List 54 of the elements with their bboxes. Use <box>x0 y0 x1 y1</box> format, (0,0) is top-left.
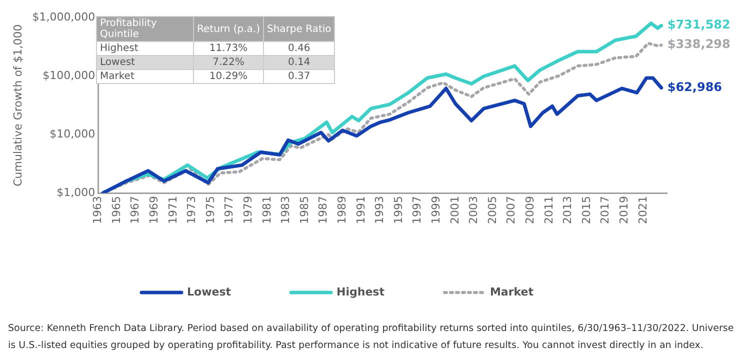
x-tick-label: 1977 <box>222 196 236 224</box>
x-tick-label: 2001 <box>448 196 462 224</box>
x-tick-label: 2011 <box>542 196 556 224</box>
x-tick-label: 1969 <box>147 196 160 224</box>
x-tick-label: 1967 <box>128 196 142 224</box>
x-tick-label: 1985 <box>298 196 311 224</box>
x-tick-label: 2007 <box>504 196 518 224</box>
x-tick-label: 1991 <box>354 196 368 224</box>
annotation: 0.37 <box>264 70 335 84</box>
annotation: 7.22% <box>194 56 264 70</box>
annotation: Sharpe Ratio <box>264 16 335 42</box>
legend-label: Lowest <box>187 285 232 298</box>
x-tick-label: 1973 <box>185 196 198 224</box>
y-tick-label: $100,000 <box>42 68 96 82</box>
annotation: Lowest <box>96 56 194 70</box>
annotation: Profitability Quintile <box>96 16 194 42</box>
data-label: $62,986 <box>667 80 722 94</box>
x-tick-label: 2005 <box>486 196 499 224</box>
annotation: Market <box>96 70 194 84</box>
x-tick-label: 1995 <box>392 196 405 224</box>
data-label: $338,298 <box>667 37 730 52</box>
x-tick-label: 1999 <box>430 196 443 224</box>
x-tick-label: 1975 <box>204 196 217 224</box>
legend-label: Highest <box>336 285 384 298</box>
annotation: 0.14 <box>264 56 335 70</box>
source-note: Source: Kenneth French Data Library. Period based on availability of operating profitability returns sorted into quintiles, 6/30/1963–11/30/2022. Universe is U.S.-listed equities grouped by operating profitability. Past performance is not indicative of future results. You cannot invest directly in an index. <box>8 322 735 353</box>
x-tick-label: 2021 <box>636 196 650 224</box>
x-tick-label: 1997 <box>410 196 424 224</box>
x-tick-label: 1965 <box>110 196 123 224</box>
y-tick-label: $1,000 <box>56 186 96 199</box>
x-tick-label: 1971 <box>166 196 180 224</box>
x-tick-label: 2015 <box>580 196 593 224</box>
x-tick-label: 1993 <box>373 196 386 224</box>
y-axis-title: Cumulative Growth of $1,000 <box>11 24 24 186</box>
x-tick-label: 1979 <box>241 196 254 224</box>
x-tick-label: 2009 <box>524 196 537 224</box>
x-tick-label: 1963 <box>91 196 104 224</box>
x-tick-label: 2003 <box>467 196 480 224</box>
annotation: 10.29% <box>194 70 264 84</box>
annotation: 0.46 <box>264 42 335 56</box>
x-tick-label: 1987 <box>316 196 330 224</box>
legend-label: Market <box>490 285 534 298</box>
y-tick-label: $1,000,000 <box>32 10 96 24</box>
annotation: 11.73% <box>194 42 264 56</box>
annotation: Return (p.a.) <box>194 16 264 42</box>
data-label: $731,582 <box>667 18 730 32</box>
x-tick-label: 1989 <box>335 196 348 224</box>
x-tick-label: 1983 <box>279 196 292 224</box>
x-tick-label: 1981 <box>260 196 274 224</box>
annotation: Highest <box>96 42 194 56</box>
y-tick-label: $10,000 <box>50 127 96 140</box>
x-tick-label: 2017 <box>598 196 612 224</box>
x-tick-label: 2019 <box>618 196 631 224</box>
x-tick-label: 2013 <box>561 196 574 224</box>
